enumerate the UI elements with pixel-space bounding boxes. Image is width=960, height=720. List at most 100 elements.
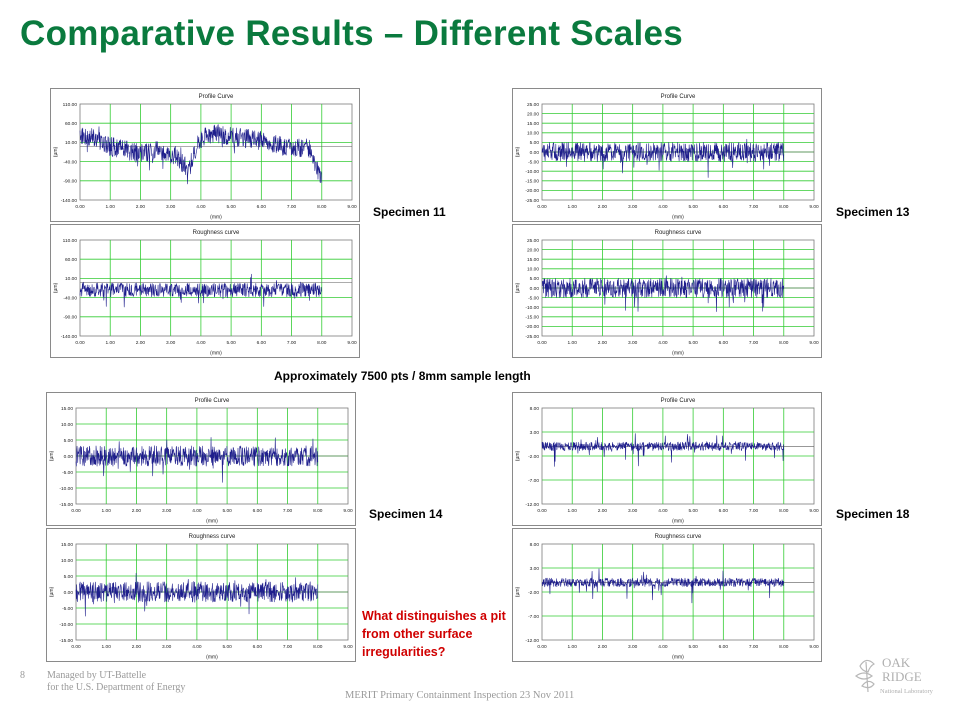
x-tick-label: 7.00: [287, 340, 297, 346]
x-tick-label: 3.00: [166, 204, 176, 210]
y-tick-label: -2.00: [528, 454, 539, 460]
y-tick-label: 3.00: [530, 566, 540, 572]
y-tick-label: 0.00: [530, 286, 540, 292]
y-tick-label: 15.00: [527, 121, 539, 127]
y-tick-label: -10.00: [525, 305, 539, 311]
x-tick-label: 1.00: [102, 644, 112, 650]
chart-title: Roughness curve: [655, 230, 702, 236]
x-tick-label: 2.00: [598, 644, 608, 650]
specimen-14-roughness-chart: 0.00 1.00 2.00 3.00 4.00 5.00 6.00 7.00 8.00 9.00…: [46, 528, 356, 662]
x-tick-label: 1.00: [568, 508, 578, 514]
x-tick-label: 0.00: [537, 508, 547, 514]
y-tick-label: 5.00: [64, 438, 74, 444]
logo-word-ridge: RIDGE: [882, 669, 922, 684]
y-tick-label: -140.00: [61, 198, 78, 204]
y-tick-label: 15.00: [61, 542, 73, 548]
x-tick-label: 5.00: [226, 340, 236, 346]
x-tick-label: 4.00: [658, 644, 668, 650]
x-tick-label: 9.00: [343, 644, 353, 650]
y-tick-label: 5.00: [64, 574, 74, 580]
chart-title: Profile Curve: [661, 94, 696, 100]
chart-title: Profile Curve: [199, 94, 234, 100]
y-tick-label: -15.00: [525, 315, 539, 321]
chart-svg: 0.00 1.00 2.00 3.00 4.00 5.00 6.00 7.00 8.00 9.00…: [512, 392, 822, 526]
y-axis-label: (µm): [515, 450, 521, 461]
x-tick-label: 5.00: [222, 508, 232, 514]
chart-title: Roughness curve: [189, 534, 236, 540]
x-tick-label: 0.00: [75, 340, 85, 346]
y-tick-label: 8.00: [530, 542, 540, 548]
specimen-18-roughness-chart: 0.00 1.00 2.00 3.00 4.00 5.00 6.00 7.00 8.00 9.00…: [512, 528, 822, 662]
y-tick-label: -25.00: [525, 334, 539, 340]
y-tick-label: 60.00: [65, 121, 77, 127]
chart-svg: 0.00 1.00 2.00 3.00 4.00 5.00 6.00 7.00 8.00 9.00…: [512, 224, 822, 358]
y-tick-label: -7.00: [528, 478, 539, 484]
x-tick-label: 6.00: [719, 644, 729, 650]
sample-length-note: Approximately 7500 pts / 8mm sample leng…: [274, 369, 531, 383]
footer-event-text: MERIT Primary Containment Inspection 23 …: [345, 690, 575, 701]
x-tick-label: 6.00: [719, 204, 729, 210]
x-tick-label: 9.00: [809, 644, 819, 650]
x-tick-label: 4.00: [196, 340, 206, 346]
x-tick-label: 1.00: [568, 204, 578, 210]
data-series-line: [75, 437, 319, 483]
x-tick-label: 1.00: [568, 644, 578, 650]
x-tick-label: 7.00: [287, 204, 297, 210]
x-tick-label: 8.00: [779, 204, 789, 210]
y-tick-label: 8.00: [530, 406, 540, 412]
y-tick-label: 15.00: [527, 257, 539, 263]
y-tick-label: -90.00: [63, 315, 77, 321]
x-tick-label: 5.00: [688, 644, 698, 650]
x-tick-label: 2.00: [598, 204, 608, 210]
x-tick-label: 7.00: [749, 204, 759, 210]
y-tick-label: 25.00: [527, 102, 539, 108]
y-tick-label: -2.00: [528, 590, 539, 596]
x-tick-label: 6.00: [719, 508, 729, 514]
y-tick-label: -10.00: [59, 486, 73, 492]
y-axis-label: (µm): [53, 146, 59, 157]
logo-word-lab: National Laboratory: [880, 688, 934, 695]
chart-title: Profile Curve: [195, 398, 230, 404]
x-tick-label: 7.00: [749, 508, 759, 514]
x-tick-label: 6.00: [253, 508, 263, 514]
x-tick-label: 0.00: [537, 644, 547, 650]
y-tick-label: 3.00: [530, 430, 540, 436]
x-tick-label: 8.00: [313, 644, 323, 650]
x-axis-label: (mm): [672, 351, 684, 357]
x-tick-label: 3.00: [162, 508, 172, 514]
y-tick-label: 20.00: [527, 247, 539, 253]
x-tick-label: 3.00: [628, 508, 638, 514]
x-tick-label: 9.00: [347, 204, 357, 210]
chart-title: Profile Curve: [661, 398, 696, 404]
x-tick-label: 8.00: [313, 508, 323, 514]
logo-word-oak: OAK: [882, 655, 911, 670]
specimen-13-profile-chart: 0.00 1.00 2.00 3.00 4.00 5.00 6.00 7.00 8.00 9.00…: [512, 88, 822, 222]
data-series-line: [541, 568, 785, 604]
y-tick-label: 5.00: [530, 140, 540, 146]
x-tick-label: 8.00: [779, 508, 789, 514]
y-tick-label: -15.00: [59, 638, 73, 644]
data-series-line: [541, 275, 785, 312]
data-series-line: [79, 124, 323, 185]
x-tick-label: 0.00: [537, 340, 547, 346]
x-tick-label: 0.00: [71, 508, 81, 514]
data-series-line: [79, 273, 322, 308]
y-tick-label: 0.00: [64, 590, 74, 596]
x-tick-label: 4.00: [192, 508, 202, 514]
x-tick-label: 9.00: [809, 340, 819, 346]
x-tick-label: 8.00: [317, 204, 327, 210]
data-series-line: [541, 138, 785, 178]
slide-title: Comparative Results – Different Scales: [20, 14, 684, 53]
x-tick-label: 9.00: [343, 508, 353, 514]
y-tick-label: 10.00: [527, 267, 539, 273]
y-tick-label: -90.00: [63, 179, 77, 185]
x-tick-label: 2.00: [132, 508, 142, 514]
chart-svg: 0.00 1.00 2.00 3.00 4.00 5.00 6.00 7.00 8.00 9.00…: [50, 88, 360, 222]
x-tick-label: 5.00: [688, 204, 698, 210]
y-axis-label: (µm): [515, 146, 521, 157]
y-tick-label: -40.00: [63, 159, 77, 165]
x-tick-label: 4.00: [192, 644, 202, 650]
y-tick-label: -7.00: [528, 614, 539, 620]
y-tick-label: 0.00: [64, 454, 74, 460]
x-tick-label: 6.00: [719, 340, 729, 346]
